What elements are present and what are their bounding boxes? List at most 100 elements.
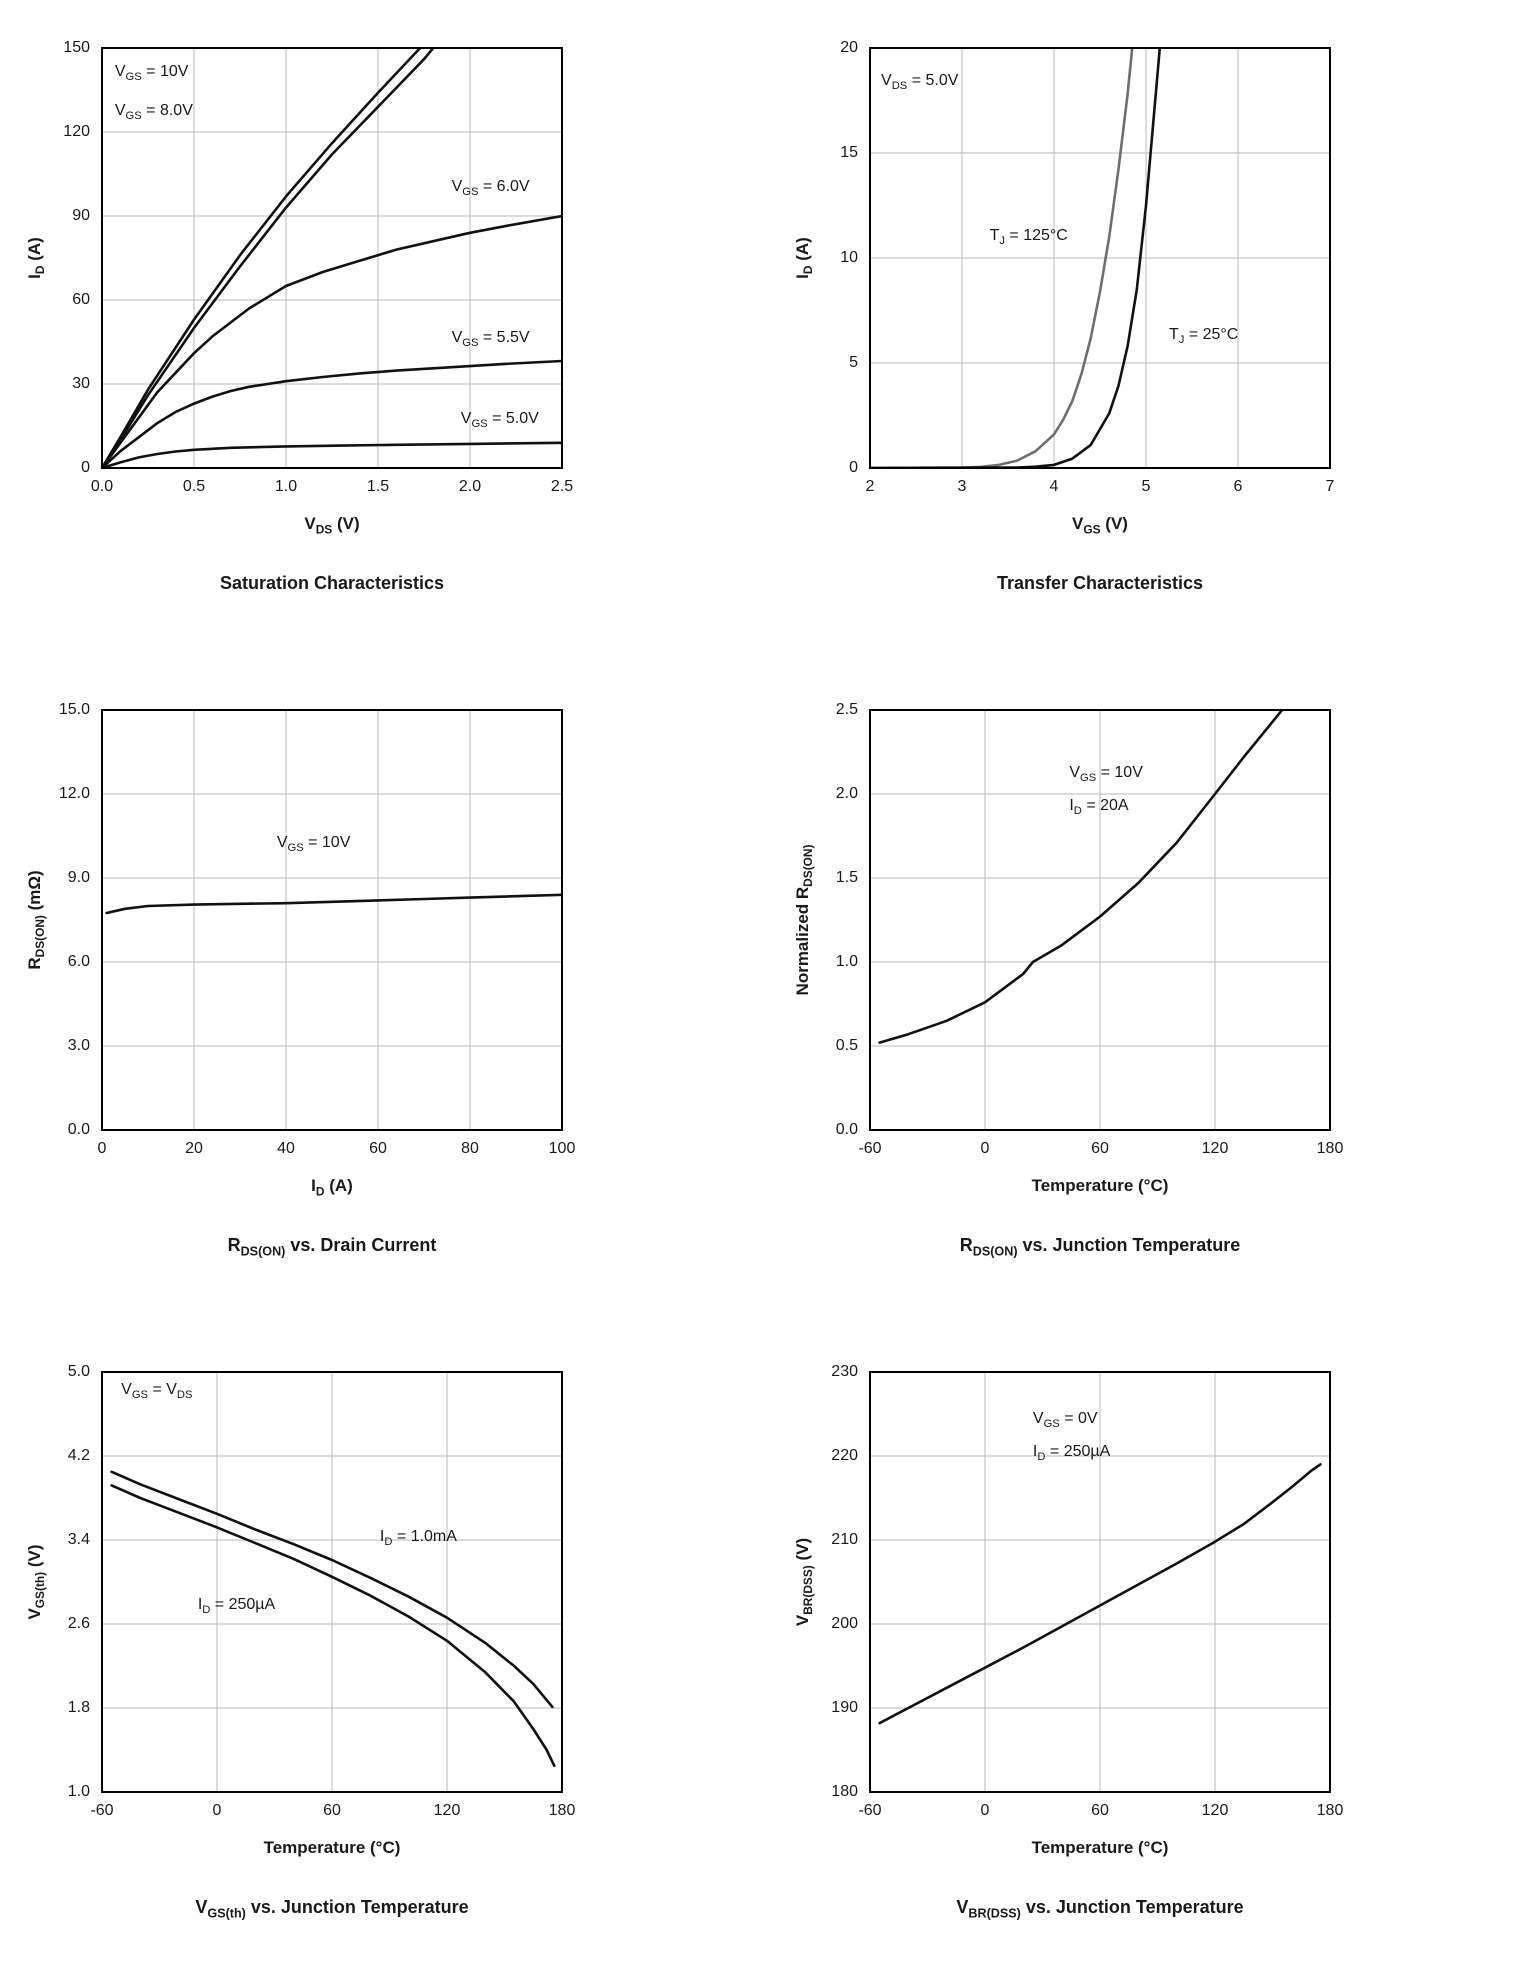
- series-curve: [105, 893, 562, 915]
- y-tick-label: 0.0: [835, 1121, 858, 1138]
- chart-plot-area: [869, 1371, 1331, 1793]
- y-axis-title: ID (A): [24, 237, 48, 279]
- chart-title: VGS(th) vs. Junction Temperature: [195, 1897, 469, 1921]
- chart-title: Transfer Characteristics: [996, 573, 1204, 593]
- x-tick-label: -60: [858, 1140, 882, 1157]
- annotation-label: TJ = 25°C: [1169, 325, 1239, 346]
- y-tick-label: 2.5: [835, 701, 858, 718]
- y-tick-label: 9.0: [67, 869, 90, 886]
- chart-plot-area: [101, 47, 563, 469]
- x-tick-label: 40: [277, 1140, 295, 1157]
- x-tick-label: 180: [1316, 1802, 1344, 1819]
- x-tick-label: 0.5: [182, 478, 206, 495]
- chart-plot-area: [101, 709, 563, 1131]
- x-tick-label: 5: [1141, 478, 1151, 495]
- annotation-label: VDS = 5.0V: [881, 71, 959, 92]
- y-tick-label: 230: [831, 1363, 858, 1380]
- x-tick-label: -60: [858, 1802, 882, 1819]
- x-tick-label: 3: [957, 478, 967, 495]
- y-axis-title: VBR(DSS) (V): [792, 1537, 816, 1627]
- chart-cell-vgsth-vs-junction-temperature: -60 0 60 120 180 1.0 1.8 2.6 3.4 4.2 5.0 Temperatur…: [0, 1324, 768, 1986]
- x-tick-label: 60: [1091, 1802, 1109, 1819]
- x-tick-label: -60: [90, 1802, 114, 1819]
- y-tick-label: 1.0: [67, 1783, 90, 1800]
- series-curve: [878, 710, 1284, 1044]
- x-tick-label: 60: [1091, 1140, 1109, 1157]
- x-tick-label: 4: [1049, 478, 1059, 495]
- y-tick-label: 20: [840, 39, 858, 56]
- x-axis-title: VDS (V): [304, 514, 360, 537]
- y-tick-label: 60: [72, 291, 90, 308]
- x-tick-label: 6: [1233, 478, 1243, 495]
- y-axis-title: ID (A): [792, 237, 816, 279]
- x-tick-label: 7: [1325, 478, 1335, 495]
- x-tick-label: 80: [461, 1140, 479, 1157]
- x-tick-label: 2.5: [550, 478, 574, 495]
- x-tick-label: 120: [1201, 1802, 1229, 1819]
- series-curve: [102, 48, 422, 468]
- x-tick-label: 120: [1201, 1140, 1229, 1157]
- x-axis-title: Temperature (°C): [263, 1838, 401, 1857]
- annotation-label: ID = 250µA: [1032, 1443, 1111, 1464]
- y-tick-label: 15.0: [58, 701, 90, 718]
- y-tick-label: 2.0: [835, 785, 858, 802]
- y-tick-label: 1.5: [835, 869, 858, 886]
- series-curve: [110, 1484, 556, 1768]
- y-tick-label: 12.0: [58, 785, 90, 802]
- plot-frame: [101, 709, 563, 1131]
- x-tick-label: 120: [433, 1802, 461, 1819]
- y-tick-label: 210: [831, 1531, 858, 1548]
- annotation-label: ID = 20A: [1069, 797, 1129, 818]
- x-tick-label: 0: [97, 1140, 107, 1157]
- series-curve: [110, 1470, 554, 1709]
- chart-cell-vbrdss-vs-junction-temperature: -60 0 60 120 180 180 190 200 210 220 230 Temperatur…: [768, 1324, 1536, 1986]
- x-tick-label: 100: [548, 1140, 576, 1157]
- y-tick-label: 0.0: [67, 1121, 90, 1138]
- x-tick-label: 60: [323, 1802, 341, 1819]
- y-tick-label: 5.0: [67, 1363, 90, 1380]
- x-tick-label: 0: [980, 1802, 990, 1819]
- plot-frame: [869, 1371, 1331, 1793]
- x-tick-label: 20: [185, 1140, 203, 1157]
- y-tick-label: 4.2: [67, 1447, 90, 1464]
- annotation-label: VGS = 5.0V: [460, 410, 539, 431]
- chart-plot-area: [869, 709, 1331, 1131]
- annotation-label: VGS = 10V: [276, 834, 351, 855]
- y-tick-label: 120: [63, 123, 90, 140]
- y-axis-title: VGS(th) (V): [24, 1544, 48, 1620]
- y-tick-label: 220: [831, 1447, 858, 1464]
- y-tick-label: 180: [831, 1783, 858, 1800]
- y-tick-label: 15: [840, 144, 858, 161]
- annotation-label: VGS = VDS: [121, 1380, 193, 1401]
- y-tick-label: 30: [72, 375, 90, 392]
- chart-title: VBR(DSS) vs. Junction Temperature: [956, 1897, 1244, 1921]
- x-tick-label: 0: [980, 1140, 990, 1157]
- series-curve: [102, 48, 435, 468]
- annotation-label: VGS = 6.0V: [451, 177, 530, 199]
- y-tick-label: 90: [72, 207, 90, 224]
- series-curve: [870, 48, 1162, 468]
- x-tick-label: 1.5: [366, 478, 390, 495]
- chart-cell-transfer-characteristics: 2 3 4 5 6 7 0 5 10 15 20 VGS (V) ID (A) Transfer Char…: [768, 0, 1536, 662]
- y-tick-label: 0: [81, 459, 90, 476]
- x-axis-title: Temperature (°C): [1031, 1838, 1169, 1857]
- plot-frame: [869, 47, 1331, 469]
- annotation-label: VGS = 0V: [1032, 1409, 1098, 1430]
- y-tick-label: 3.0: [67, 1037, 90, 1054]
- y-tick-label: 150: [63, 39, 90, 56]
- chart-cell-rdson-vs-junction-temperature: -60 0 60 120 180 0.0 0.5 1.0 1.5 2.0 2.5 Temperatur…: [768, 662, 1536, 1324]
- chart-title: RDS(ON) vs. Drain Current: [227, 1235, 437, 1259]
- y-tick-label: 190: [831, 1699, 858, 1716]
- x-tick-label: 0: [212, 1802, 222, 1819]
- annotation-label: ID = 1.0mA: [379, 1527, 457, 1548]
- chart-cell-rdson-vs-drain-current: 0 20 40 60 80 100 0.0 3.0 6.0 9.0 12.0 15.0 ID (A) RD…: [0, 662, 768, 1324]
- y-tick-label: 0.5: [835, 1037, 858, 1054]
- series-curve: [102, 214, 562, 468]
- x-tick-label: 180: [1316, 1140, 1344, 1157]
- annotation-label: ID = 250µA: [197, 1596, 276, 1617]
- y-tick-label: 5: [849, 354, 858, 371]
- x-axis-title: ID (A): [311, 1176, 353, 1199]
- x-axis-title: VGS (V): [1072, 514, 1128, 537]
- y-tick-label: 200: [831, 1615, 858, 1632]
